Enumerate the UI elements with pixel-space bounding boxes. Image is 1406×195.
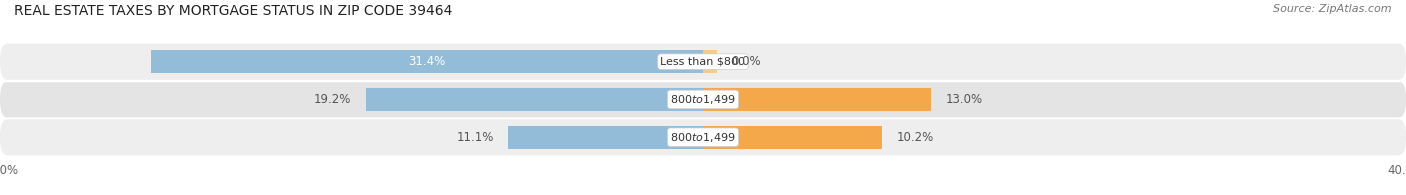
Text: $800 to $1,499: $800 to $1,499 [671, 131, 735, 144]
Bar [703, 126, 883, 149]
Text: 31.4%: 31.4% [409, 55, 446, 68]
Bar [366, 88, 703, 111]
Text: 0.0%: 0.0% [731, 55, 761, 68]
Bar [152, 50, 703, 73]
Bar [703, 88, 932, 111]
Text: $800 to $1,499: $800 to $1,499 [671, 93, 735, 106]
Text: Source: ZipAtlas.com: Source: ZipAtlas.com [1274, 4, 1392, 14]
Bar [703, 50, 717, 73]
Text: 13.0%: 13.0% [945, 93, 983, 106]
FancyBboxPatch shape [0, 43, 1406, 80]
Text: Less than $800: Less than $800 [661, 57, 745, 67]
FancyBboxPatch shape [0, 81, 1406, 118]
Text: 11.1%: 11.1% [457, 131, 494, 144]
Text: 10.2%: 10.2% [897, 131, 934, 144]
Bar [508, 126, 703, 149]
Text: REAL ESTATE TAXES BY MORTGAGE STATUS IN ZIP CODE 39464: REAL ESTATE TAXES BY MORTGAGE STATUS IN … [14, 4, 453, 18]
Text: 19.2%: 19.2% [314, 93, 352, 106]
FancyBboxPatch shape [0, 119, 1406, 155]
